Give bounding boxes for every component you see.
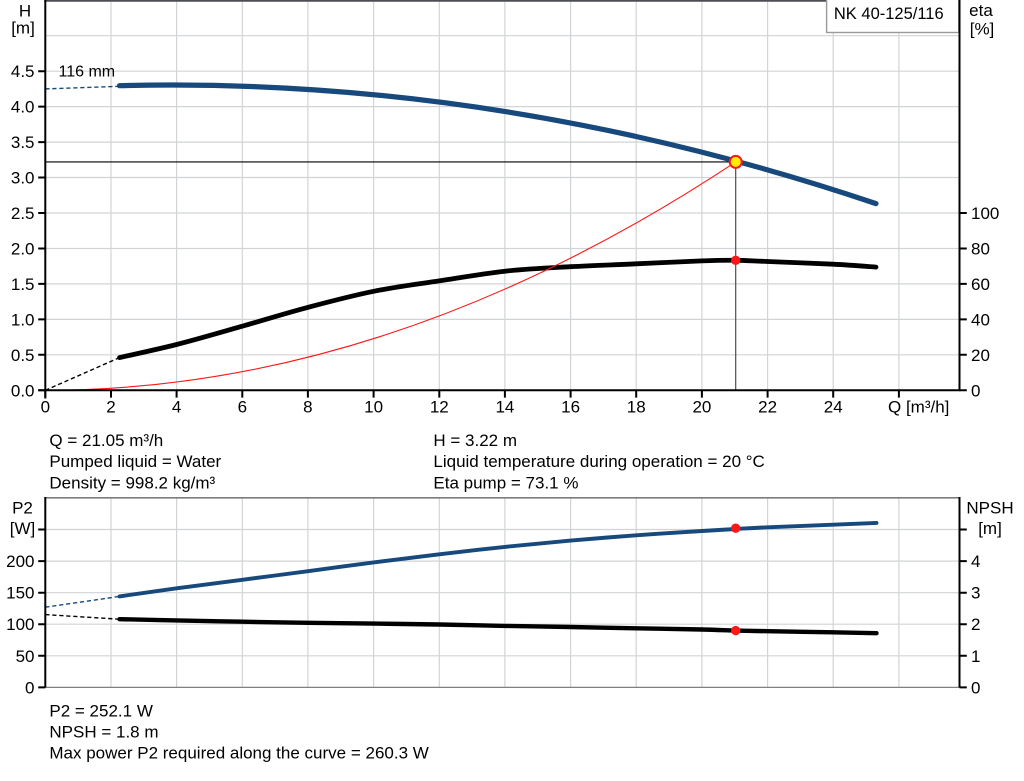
svg-text:2: 2: [971, 615, 980, 634]
svg-text:10: 10: [364, 398, 383, 417]
svg-text:20: 20: [971, 346, 990, 365]
svg-text:P2: P2: [12, 499, 33, 518]
svg-text:200: 200: [6, 552, 34, 571]
svg-text:[%]: [%]: [970, 19, 995, 38]
svg-text:2.5: 2.5: [11, 204, 35, 223]
svg-text:Density = 998.2 kg/m³: Density = 998.2 kg/m³: [49, 473, 215, 492]
svg-text:3: 3: [971, 584, 980, 603]
svg-text:Max power P2 required along th: Max power P2 required along the curve = …: [49, 744, 428, 763]
svg-text:3.5: 3.5: [11, 133, 35, 152]
svg-text:1: 1: [971, 647, 980, 666]
svg-text:Liquid temperature during oper: Liquid temperature during operation = 20…: [433, 452, 764, 471]
svg-text:0: 0: [971, 678, 980, 697]
svg-text:H = 3.22 m: H = 3.22 m: [433, 431, 517, 450]
svg-text:NPSH: NPSH: [966, 499, 1013, 518]
svg-text:18: 18: [627, 398, 646, 417]
svg-text:60: 60: [971, 275, 990, 294]
svg-text:6: 6: [238, 398, 247, 417]
svg-text:16: 16: [561, 398, 580, 417]
svg-text:0.5: 0.5: [11, 346, 35, 365]
svg-text:40: 40: [971, 310, 990, 329]
svg-text:Q [m³/h]: Q [m³/h]: [888, 398, 949, 417]
svg-text:NPSH = 1.8 m: NPSH = 1.8 m: [49, 723, 158, 742]
svg-text:0: 0: [41, 398, 50, 417]
svg-text:12: 12: [430, 398, 449, 417]
svg-text:NK 40-125/116: NK 40-125/116: [834, 5, 944, 23]
svg-text:4: 4: [172, 398, 181, 417]
svg-text:Eta pump = 73.1 %: Eta pump = 73.1 %: [433, 473, 578, 492]
svg-text:H: H: [19, 2, 31, 21]
svg-text:150: 150: [6, 584, 34, 603]
svg-text:24: 24: [824, 398, 843, 417]
svg-text:1.0: 1.0: [11, 310, 35, 329]
svg-text:[m]: [m]: [978, 519, 1002, 538]
svg-text:4.5: 4.5: [11, 62, 35, 81]
svg-text:4: 4: [971, 552, 980, 571]
svg-text:0.0: 0.0: [11, 381, 35, 400]
svg-text:0: 0: [971, 381, 980, 400]
svg-text:eta: eta: [969, 1, 993, 20]
svg-text:22: 22: [758, 398, 777, 417]
svg-text:P2 = 252.1 W: P2 = 252.1 W: [49, 701, 152, 720]
svg-text:4.0: 4.0: [11, 98, 35, 117]
svg-text:0: 0: [25, 678, 34, 697]
svg-text:80: 80: [971, 240, 990, 259]
svg-text:100: 100: [6, 615, 34, 634]
svg-text:116 mm: 116 mm: [59, 63, 116, 80]
svg-text:2.0: 2.0: [11, 240, 35, 259]
svg-text:[m]: [m]: [11, 19, 35, 38]
svg-text:[W]: [W]: [10, 519, 36, 538]
svg-text:20: 20: [692, 398, 711, 417]
svg-text:100: 100: [971, 204, 999, 223]
svg-text:14: 14: [495, 398, 514, 417]
svg-text:2: 2: [106, 398, 115, 417]
svg-text:50: 50: [16, 647, 35, 666]
svg-text:Q = 21.05 m³/h: Q = 21.05 m³/h: [49, 431, 163, 450]
svg-text:3.0: 3.0: [11, 169, 35, 188]
svg-text:Pumped liquid = Water: Pumped liquid = Water: [49, 452, 221, 471]
svg-text:1.5: 1.5: [11, 275, 35, 294]
svg-text:8: 8: [303, 398, 312, 417]
